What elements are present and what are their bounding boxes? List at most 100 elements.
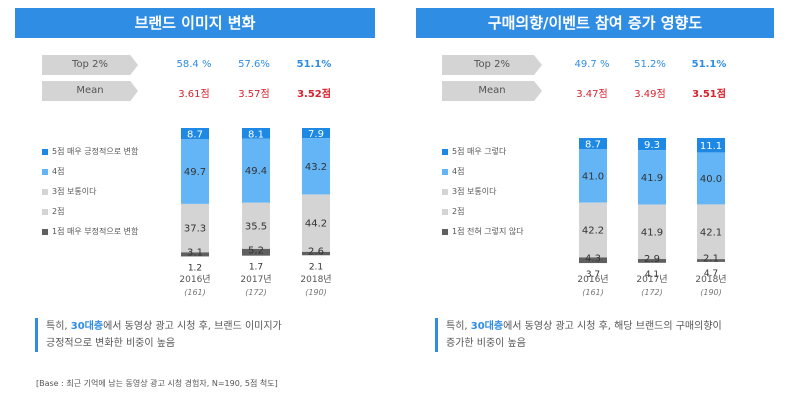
bar-segment — [302, 128, 330, 139]
data-label: 41.0 — [582, 171, 604, 182]
bar-segment — [579, 138, 607, 150]
mean-value-2016: 3.47점 — [576, 89, 608, 100]
category-label: 2018년 — [695, 274, 726, 285]
below-value-label: 1.2 — [188, 263, 202, 273]
mean-value-2017: 3.57점 — [238, 89, 270, 100]
legend-item: 2점 — [42, 207, 64, 217]
below-value-label: 4.7 — [704, 269, 718, 279]
data-label: 8.7 — [585, 140, 601, 151]
legend-item: 5점 매우 그렇다 — [442, 147, 506, 157]
mean-label: Mean — [42, 81, 138, 101]
bar-segment — [579, 202, 607, 258]
data-label: 41.9 — [641, 173, 663, 184]
bar-segment — [697, 152, 725, 205]
bar-segment — [242, 248, 270, 256]
sample-size-label: (172) — [245, 288, 267, 297]
legend-item: 3점 보통이다 — [42, 187, 96, 197]
data-label: 2.6 — [308, 247, 324, 258]
mean-label: Mean — [442, 81, 542, 101]
top2-value-2016: 58.4 % — [176, 59, 212, 70]
legend-swatch — [442, 148, 448, 155]
sample-size-label: (190) — [305, 288, 327, 297]
category-label: 2016년 — [179, 274, 210, 285]
bar-segment — [302, 138, 330, 195]
sample-size-label: (161) — [184, 288, 206, 297]
top2-value-2016: 49.7 % — [574, 59, 610, 70]
right-panel: 구매의향/이벤트 참여 증가 영향도 Top 2% Mean 49.7 % 51… — [400, 0, 780, 380]
bar-segment — [181, 203, 209, 253]
chart-legend: 5점 매우 그렇다 4점 3점 보통이다 2점 1점 전혀 그렇지 않다 — [442, 147, 562, 237]
legend-item: 1점 매우 부정적으로 변함 — [42, 227, 138, 237]
mean-value-2017: 3.49점 — [634, 89, 666, 100]
legend-swatch — [442, 188, 448, 195]
bar-segment — [697, 138, 725, 153]
below-value-label: 4.1 — [645, 270, 659, 280]
data-label: 42.2 — [582, 226, 604, 237]
data-label: 43.2 — [305, 162, 327, 173]
legend-item: 5점 매우 긍정적으로 변함 — [42, 147, 138, 157]
data-label: 35.5 — [245, 221, 267, 232]
footnote: [Base : 최근 기억에 남는 동영상 광고 시청 경험자, N=190, … — [36, 379, 278, 388]
legend-item: 1점 전혀 그렇지 않다 — [442, 227, 524, 237]
legend-item: 4점 — [442, 167, 464, 177]
mean-value-2018: 3.51점 — [692, 89, 726, 100]
top2-label: Top 2% — [42, 55, 138, 75]
data-label: 37.3 — [184, 224, 206, 235]
bar-segment — [638, 138, 666, 151]
sample-size-label: (161) — [582, 288, 604, 297]
top2-value-2017: 57.6% — [238, 59, 270, 70]
legend-item: 2점 — [442, 207, 464, 217]
data-label: 49.4 — [245, 166, 267, 177]
legend-swatch — [442, 228, 448, 235]
bar-segment — [302, 251, 330, 256]
data-label: 3.1 — [187, 247, 203, 258]
bar-segment — [181, 139, 209, 204]
data-label: 4.3 — [585, 253, 601, 264]
category-label: 2016년 — [577, 274, 608, 285]
data-label: 49.7 — [184, 167, 206, 178]
sample-size-label: (172) — [641, 288, 663, 297]
legend-swatch — [42, 168, 48, 175]
legend-swatch — [442, 208, 448, 215]
legend-swatch — [42, 148, 48, 155]
data-label: 40.0 — [700, 174, 722, 185]
top2-value-2018: 51.1% — [691, 59, 727, 70]
data-label: 8.7 — [187, 130, 203, 141]
data-label: 9.3 — [644, 140, 660, 151]
bar-segment — [242, 138, 270, 203]
top2-label: Top 2% — [442, 55, 542, 75]
panel-title: 구매의향/이벤트 참여 증가 영향도 — [416, 8, 774, 38]
top2-value-2018: 51.1% — [296, 59, 332, 70]
bar-segment — [242, 202, 270, 249]
category-label: 2018년 — [300, 274, 331, 285]
legend-item: 4점 — [42, 167, 64, 177]
below-value-label: 2.1 — [309, 262, 323, 272]
legend-swatch — [42, 228, 48, 235]
left-panel: 브랜드 이미지 변화 Top 2% Mean 58.4 % 57.6% 51.1… — [0, 0, 380, 380]
data-label: 2.9 — [644, 254, 660, 265]
panel-title: 브랜드 이미지 변화 — [15, 8, 375, 38]
mean-value-2018: 3.52점 — [297, 89, 331, 100]
insight-note: 특히, 30대층에서 동영상 광고 시청 후, 브랜드 이미지가 긍정적으로 변… — [35, 318, 366, 352]
highlight-text: 30대층 — [70, 321, 104, 332]
top2-value-2017: 51.2% — [634, 59, 666, 70]
bar-segment — [181, 252, 209, 257]
bar-segment — [579, 257, 607, 264]
data-label: 42.1 — [700, 227, 722, 238]
data-label: 11.1 — [700, 141, 722, 152]
below-value-label: 3.7 — [586, 270, 600, 280]
chart-legend: 5점 매우 긍정적으로 변함 4점 3점 보통이다 2점 1점 매우 부정적으로… — [42, 147, 172, 237]
data-label: 8.1 — [248, 129, 264, 140]
data-label: 5.2 — [248, 245, 264, 256]
sample-size-label: (190) — [700, 288, 722, 297]
below-value-label: 1.7 — [249, 263, 263, 273]
legend-item: 3점 보통이다 — [442, 187, 496, 197]
category-label: 2017년 — [240, 274, 271, 285]
data-label: 2.1 — [703, 254, 719, 265]
insight-note: 특히, 30대층에서 동영상 광고 시청 후, 해당 브랜드의 구매의향이 증가… — [435, 318, 776, 352]
bar-segment — [242, 128, 270, 139]
data-label: 41.9 — [641, 227, 663, 238]
legend-swatch — [42, 188, 48, 195]
bar-segment — [302, 194, 330, 252]
